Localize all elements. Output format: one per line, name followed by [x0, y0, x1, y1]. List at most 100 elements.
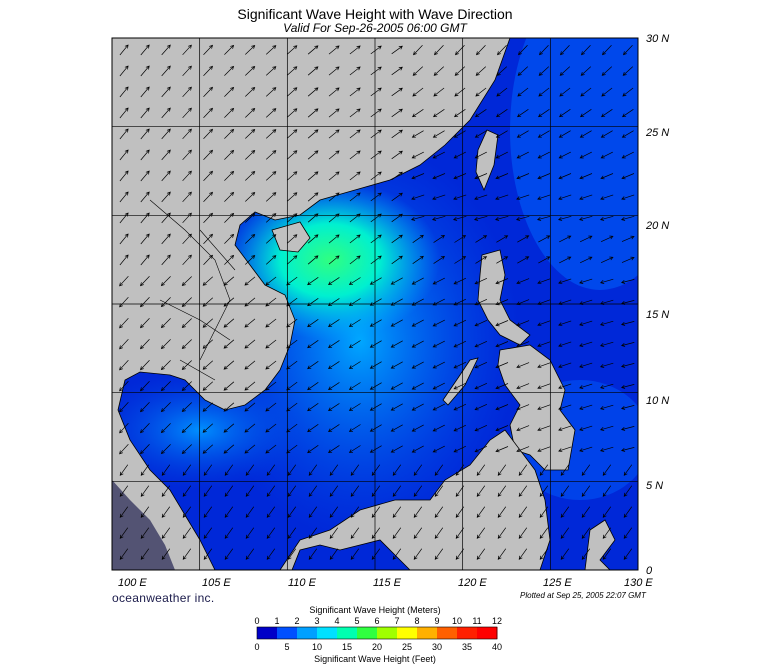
- direction-arrow: [119, 107, 129, 119]
- direction-arrow: [537, 362, 551, 369]
- direction-arrow: [497, 548, 507, 560]
- direction-arrow: [516, 278, 530, 285]
- direction-arrow: [119, 527, 129, 539]
- direction-arrow: [370, 255, 382, 265]
- direction-arrow: [495, 109, 508, 118]
- direction-arrow: [518, 506, 528, 518]
- direction-arrow: [558, 404, 572, 411]
- direction-arrow: [476, 464, 486, 476]
- direction-arrow: [349, 171, 361, 181]
- direction-arrow: [581, 506, 591, 518]
- direction-arrow: [245, 233, 256, 244]
- direction-arrow: [308, 464, 318, 476]
- legend-swatch: [437, 627, 458, 639]
- direction-arrow: [455, 464, 465, 476]
- direction-arrow: [181, 381, 192, 392]
- direction-arrow: [202, 339, 214, 349]
- direction-arrow: [286, 213, 298, 223]
- direction-arrow: [160, 444, 171, 455]
- direction-arrow: [620, 300, 635, 305]
- direction-arrow: [371, 464, 381, 476]
- direction-arrow: [370, 234, 382, 244]
- direction-arrow: [495, 173, 509, 180]
- direction-arrow: [119, 44, 129, 56]
- legend-feet-tick: 5: [284, 642, 289, 652]
- direction-arrow: [203, 128, 214, 139]
- direction-arrow: [432, 298, 445, 306]
- direction-arrow: [349, 45, 361, 55]
- legend-meter-ticks: 0 1 2 3 4 5 6 7 8 9 10 11 12: [254, 616, 502, 626]
- direction-arrow: [265, 234, 277, 244]
- direction-arrow: [203, 527, 213, 539]
- direction-arrow: [557, 215, 572, 221]
- direction-arrow: [202, 381, 214, 391]
- legend-meter-tick: 0: [254, 616, 259, 626]
- direction-arrow: [474, 382, 488, 390]
- legend-feet-tick: 15: [342, 642, 352, 652]
- direction-arrow: [224, 107, 235, 118]
- direction-arrow: [390, 340, 403, 348]
- direction-arrow: [140, 191, 150, 203]
- direction-arrow: [307, 150, 319, 160]
- direction-arrow: [245, 128, 256, 139]
- direction-arrow: [308, 485, 318, 497]
- direction-arrow: [600, 109, 613, 118]
- direction-arrow: [245, 170, 256, 181]
- direction-arrow: [538, 45, 549, 56]
- lat-label-15: 15 N: [646, 309, 669, 321]
- direction-arrow: [245, 548, 255, 560]
- direction-arrow: [453, 173, 467, 180]
- direction-arrow: [453, 109, 466, 118]
- direction-arrow: [350, 548, 360, 560]
- direction-arrow: [329, 464, 339, 476]
- direction-arrow: [621, 151, 634, 159]
- direction-arrow: [119, 464, 129, 476]
- direction-arrow: [600, 404, 614, 410]
- direction-arrow: [286, 66, 298, 76]
- direction-arrow: [244, 276, 256, 286]
- direction-arrow: [286, 192, 298, 202]
- direction-arrow: [265, 108, 277, 118]
- direction-arrow: [601, 87, 613, 97]
- direction-arrow: [307, 424, 319, 433]
- direction-arrow: [602, 548, 612, 560]
- direction-arrow: [181, 276, 192, 287]
- direction-arrow: [140, 86, 150, 98]
- direction-arrow: [224, 233, 235, 244]
- direction-arrow: [161, 233, 171, 245]
- direction-arrow: [412, 255, 424, 264]
- direction-arrow: [516, 299, 530, 306]
- direction-arrow: [286, 108, 298, 118]
- direction-arrow: [558, 383, 572, 390]
- direction-arrow: [411, 424, 424, 432]
- lon-label-125: 125 E: [543, 577, 572, 589]
- direction-arrow: [432, 173, 446, 180]
- direction-arrow: [224, 65, 235, 76]
- direction-arrow: [390, 403, 403, 411]
- direction-arrow: [119, 359, 129, 371]
- direction-arrow: [160, 297, 171, 308]
- lon-label-130: 130 E: [624, 577, 653, 589]
- direction-arrow: [265, 444, 277, 454]
- direction-arrow: [182, 149, 192, 161]
- direction-arrow: [286, 360, 298, 370]
- direction-arrow: [161, 128, 171, 140]
- wave-direction-arrows: [119, 44, 635, 560]
- direction-arrow: [620, 363, 635, 368]
- direction-arrow: [474, 109, 487, 118]
- direction-arrow: [265, 150, 277, 160]
- legend-swatch: [257, 627, 278, 639]
- legend-meter-tick: 11: [472, 616, 481, 626]
- direction-arrow: [160, 402, 171, 413]
- borneo-island: [279, 429, 551, 570]
- map-area: [112, 38, 638, 570]
- direction-arrow: [202, 444, 214, 454]
- direction-arrow: [139, 381, 150, 392]
- direction-arrow: [474, 445, 488, 453]
- direction-arrow: [411, 173, 425, 180]
- direction-arrow: [245, 107, 256, 118]
- direction-arrow: [620, 342, 635, 347]
- direction-arrow: [160, 381, 171, 392]
- direction-arrow: [620, 279, 635, 284]
- direction-arrow: [476, 548, 486, 560]
